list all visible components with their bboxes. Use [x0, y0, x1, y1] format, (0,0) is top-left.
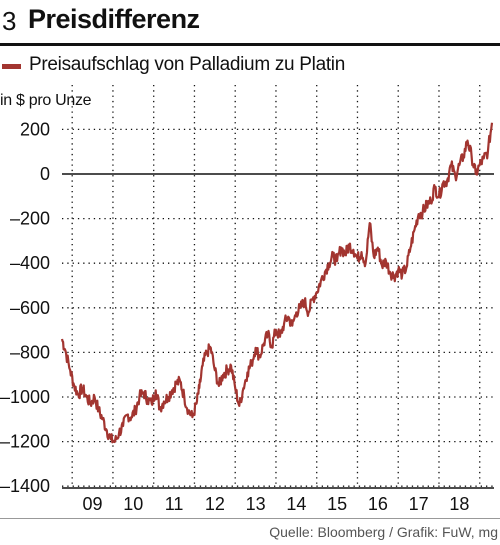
y-tick-label: –600	[10, 298, 50, 318]
figure-number: 3	[2, 6, 17, 36]
series-line	[60, 122, 494, 444]
x-tick-label: 15	[327, 494, 347, 514]
legend-label: Preisaufschlag von Palladium zu Platin	[29, 54, 345, 75]
x-tick-label: 16	[368, 494, 388, 514]
y-tick-label: –1200	[0, 432, 50, 452]
x-tick-label: 12	[205, 494, 225, 514]
figure-title: Preisdifferenz	[28, 4, 200, 34]
x-tick-label: 11	[165, 494, 184, 514]
x-tick-label: 14	[286, 494, 306, 514]
y-axis-unit-label: in $ pro Unze	[0, 92, 92, 109]
x-tick-label: 18	[449, 494, 469, 514]
y-tick-label: –800	[10, 342, 50, 362]
header-rule	[0, 43, 500, 46]
legend-swatch	[2, 64, 21, 69]
x-tick-label: 13	[246, 494, 266, 514]
y-tick-label: –1000	[0, 387, 50, 407]
x-tick-label: 17	[409, 494, 429, 514]
y-tick-label: –1400	[0, 476, 50, 496]
source-credit: Quelle: Bloomberg / Grafik: FuW, mg	[269, 524, 498, 540]
y-tick-label: –400	[10, 253, 50, 273]
y-tick-label: 0	[40, 164, 50, 184]
y-tick-label: –200	[10, 209, 50, 229]
figure-header: 3 Preisdifferenz	[0, 0, 500, 46]
x-tick-label: 09	[83, 494, 103, 514]
x-tick-label: 10	[123, 494, 143, 514]
footer-rule	[0, 518, 500, 519]
y-tick-label: 200	[20, 119, 50, 139]
